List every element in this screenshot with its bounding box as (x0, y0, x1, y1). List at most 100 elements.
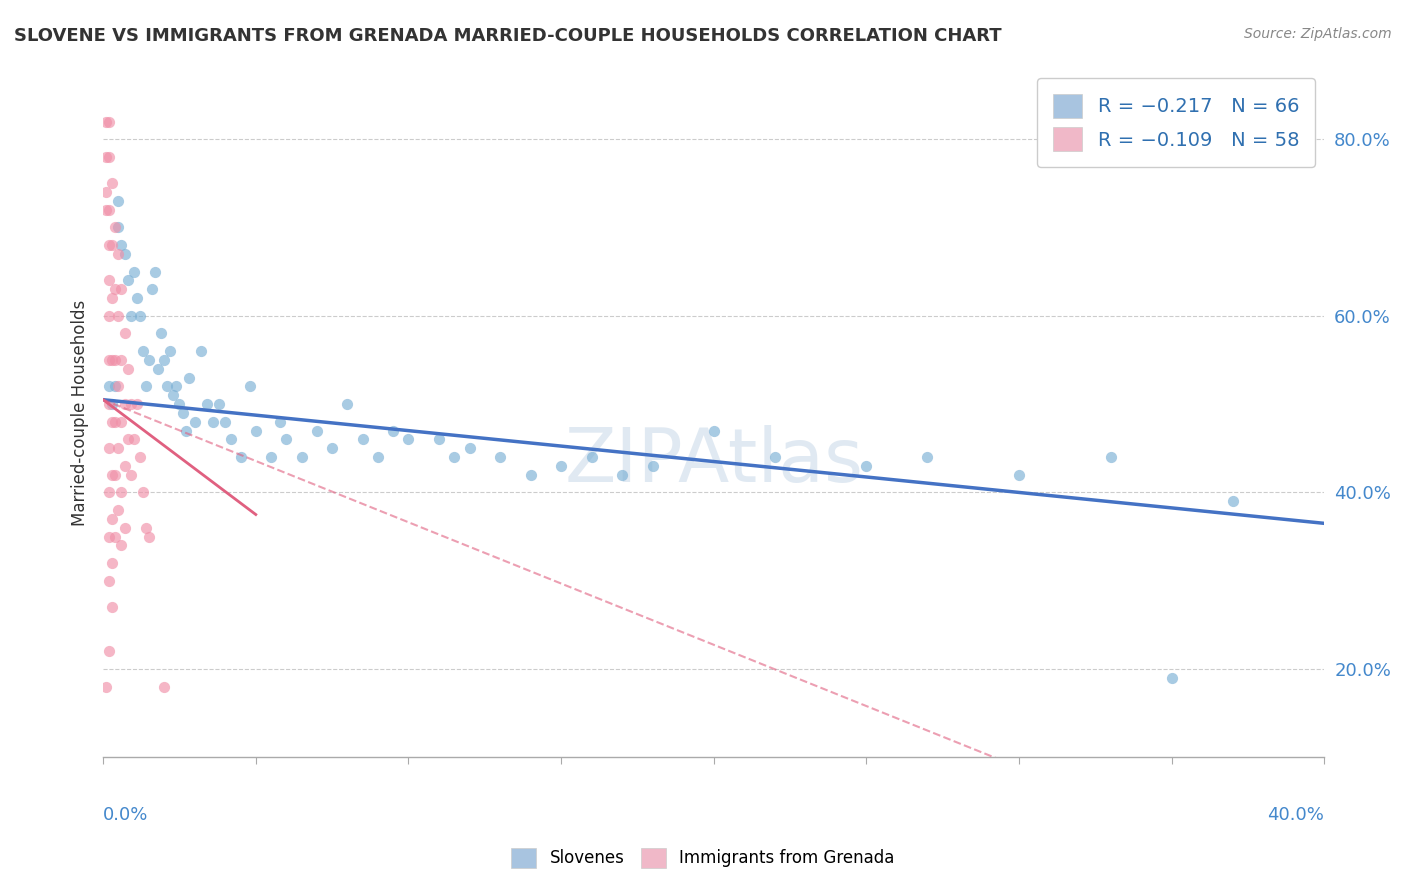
Point (107, 194, 129, 208)
Point (120, 397, 142, 411)
Point (153, 353, 176, 368)
Point (172, 406, 194, 420)
Point (101, 238, 124, 252)
Point (107, 379, 129, 393)
Point (612, 467, 634, 482)
Point (104, 530, 127, 544)
Point (917, 450, 939, 464)
Point (101, 291, 124, 305)
Point (96, 202, 118, 217)
Point (122, 433, 145, 447)
Point (276, 433, 298, 447)
Point (98, 442, 121, 456)
Point (519, 467, 541, 482)
Point (169, 397, 191, 411)
Point (98, 644, 121, 658)
Point (96, 185, 118, 199)
Point (855, 458, 877, 473)
Point (104, 379, 127, 393)
Point (195, 397, 218, 411)
Point (114, 521, 136, 535)
Point (120, 467, 142, 482)
Point (550, 458, 572, 473)
Point (107, 220, 129, 235)
Point (174, 424, 197, 438)
Point (135, 521, 157, 535)
Point (101, 556, 124, 570)
Point (135, 379, 157, 393)
Point (110, 238, 132, 252)
Point (398, 433, 420, 447)
Point (321, 442, 343, 456)
Point (128, 309, 150, 323)
Point (352, 433, 374, 447)
Point (132, 485, 155, 500)
Point (110, 415, 132, 429)
Point (159, 344, 181, 359)
Point (260, 450, 283, 464)
Point (128, 450, 150, 464)
Point (146, 361, 169, 376)
Point (101, 397, 124, 411)
Point (114, 458, 136, 473)
Point (98, 485, 121, 500)
Point (98, 238, 121, 252)
Y-axis label: Married-couple Households: Married-couple Households (72, 300, 89, 526)
Point (114, 326, 136, 341)
Point (336, 397, 359, 411)
Point (98, 273, 121, 287)
Point (125, 291, 148, 305)
Text: Source: ZipAtlas.com: Source: ZipAtlas.com (1244, 27, 1392, 41)
Legend: Slovenes, Immigrants from Grenada: Slovenes, Immigrants from Grenada (505, 841, 901, 875)
Point (183, 415, 205, 429)
Point (98, 530, 121, 544)
Point (110, 485, 132, 500)
Point (703, 424, 725, 438)
Point (1222, 494, 1244, 508)
Point (138, 353, 160, 368)
Point (221, 433, 243, 447)
Point (98, 353, 121, 368)
Point (110, 353, 132, 368)
Point (104, 353, 127, 368)
Point (117, 361, 139, 376)
Point (96, 150, 118, 164)
Point (104, 220, 127, 235)
Point (150, 326, 173, 341)
Point (489, 450, 512, 464)
Point (229, 450, 252, 464)
Point (153, 680, 176, 694)
Point (98, 379, 121, 393)
Text: SLOVENE VS IMMIGRANTS FROM GRENADA MARRIED-COUPLE HOUSEHOLDS CORRELATION CHART: SLOVENE VS IMMIGRANTS FROM GRENADA MARRI… (14, 27, 1001, 45)
Point (114, 247, 136, 261)
Point (98, 397, 121, 411)
Point (98, 150, 121, 164)
Point (165, 379, 187, 393)
Point (208, 397, 231, 411)
Point (96, 680, 118, 694)
Point (290, 450, 312, 464)
Point (443, 450, 465, 464)
Legend: R = −0.217   N = 66, R = −0.109   N = 58: R = −0.217 N = 66, R = −0.109 N = 58 (1038, 78, 1315, 167)
Point (1008, 467, 1031, 482)
Point (107, 247, 129, 261)
Point (141, 282, 163, 296)
Point (117, 433, 139, 447)
Point (269, 415, 291, 429)
Point (120, 309, 142, 323)
Point (214, 415, 236, 429)
Point (143, 265, 166, 279)
Point (104, 415, 127, 429)
Text: 0.0%: 0.0% (103, 805, 149, 823)
Point (305, 424, 328, 438)
Point (98, 114, 121, 128)
Point (101, 353, 124, 368)
Point (239, 379, 262, 393)
Point (104, 282, 127, 296)
Point (117, 273, 139, 287)
Point (101, 600, 124, 615)
Point (763, 450, 786, 464)
Point (98, 202, 121, 217)
Point (581, 450, 603, 464)
Point (101, 512, 124, 526)
